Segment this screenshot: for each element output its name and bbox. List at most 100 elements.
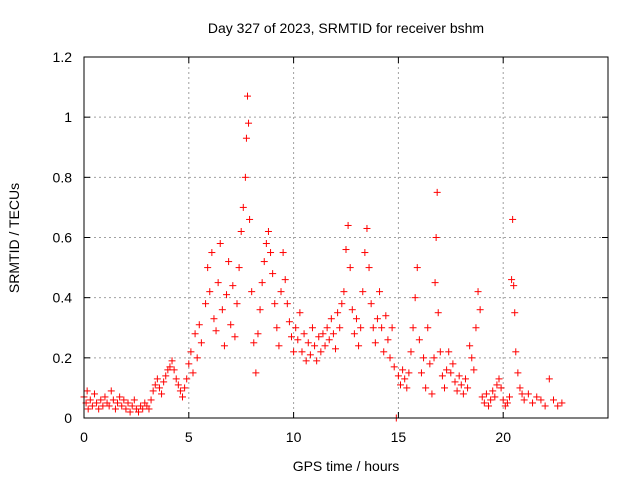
data-point — [491, 393, 499, 401]
data-point — [254, 330, 262, 338]
data-point — [541, 402, 549, 410]
data-point — [88, 402, 96, 410]
data-point — [424, 324, 432, 332]
data-point — [436, 348, 444, 356]
data-point — [300, 330, 308, 338]
data-point — [369, 324, 377, 332]
data-point — [197, 339, 205, 347]
chart-title: Day 327 of 2023, SRMTID for receiver bsh… — [208, 20, 484, 36]
data-point — [204, 264, 212, 272]
data-point — [262, 240, 270, 248]
data-point — [409, 324, 417, 332]
data-point — [99, 402, 107, 410]
y-tick-label: 0.8 — [53, 169, 73, 185]
data-point — [401, 375, 409, 383]
data-point — [384, 336, 392, 344]
data-point — [493, 381, 501, 389]
data-point — [336, 324, 344, 332]
data-point — [223, 291, 231, 299]
data-point — [371, 339, 379, 347]
data-point — [495, 375, 503, 383]
y-tick-label: 0.6 — [53, 230, 73, 246]
data-point — [155, 384, 163, 392]
data-point — [533, 393, 541, 401]
data-point — [120, 396, 128, 404]
data-point — [245, 119, 253, 127]
data-point — [283, 300, 291, 308]
data-point — [210, 315, 218, 323]
data-point — [510, 282, 518, 290]
data-point — [457, 381, 465, 389]
data-point — [153, 375, 161, 383]
data-point — [505, 393, 513, 401]
data-point — [332, 345, 340, 353]
data-point — [292, 324, 300, 332]
data-point — [290, 348, 298, 356]
data-point — [455, 372, 463, 380]
data-point — [396, 381, 404, 389]
data-point — [390, 363, 398, 371]
data-point — [509, 215, 517, 223]
axis-ticks: 0 0.2 0.4 0.6 0.8 1 1.2 0 5 10 15 20 — [53, 49, 608, 445]
data-point — [342, 246, 350, 254]
data-point — [252, 369, 260, 377]
data-point — [105, 402, 113, 410]
data-point — [151, 381, 159, 389]
data-point — [233, 300, 241, 308]
data-point — [497, 384, 505, 392]
data-point — [277, 288, 285, 296]
data-point — [350, 330, 358, 338]
data-point — [537, 396, 545, 404]
data-point — [355, 342, 363, 350]
data-point — [445, 348, 453, 356]
data-point — [447, 369, 455, 377]
data-point — [90, 390, 98, 398]
data-point — [273, 324, 281, 332]
data-point — [250, 339, 258, 347]
data-point — [285, 318, 293, 326]
data-point — [206, 288, 214, 296]
data-point — [281, 276, 289, 284]
data-point — [147, 396, 155, 404]
data-point — [466, 342, 474, 350]
data-point — [434, 309, 442, 317]
data-point — [325, 336, 333, 344]
data-point — [179, 393, 187, 401]
data-point — [279, 249, 287, 257]
data-point — [162, 372, 170, 380]
data-point — [518, 390, 526, 398]
data-point — [558, 399, 566, 407]
data-point — [93, 399, 101, 407]
data-point — [176, 387, 184, 395]
data-point — [172, 375, 180, 383]
data-point — [407, 348, 415, 356]
data-point — [334, 309, 342, 317]
data-point — [214, 279, 222, 287]
data-point — [443, 366, 451, 374]
data-point — [267, 249, 275, 257]
data-point — [83, 387, 91, 395]
data-point — [405, 369, 413, 377]
data-point — [97, 396, 105, 404]
data-point — [453, 387, 461, 395]
data-point — [308, 324, 316, 332]
data-point — [438, 372, 446, 380]
data-point — [472, 324, 480, 332]
data-point — [302, 357, 310, 365]
data-point — [430, 354, 438, 362]
data-point — [313, 357, 321, 365]
y-tick-label: 0.4 — [53, 290, 73, 306]
data-point — [189, 369, 197, 377]
data-point — [451, 378, 459, 386]
data-point — [476, 306, 484, 314]
data-point — [482, 390, 490, 398]
data-point — [107, 387, 115, 395]
data-point — [191, 330, 199, 338]
data-points — [80, 92, 566, 422]
data-point — [508, 276, 516, 284]
data-point — [373, 315, 381, 323]
data-point — [187, 348, 195, 356]
y-tick-label: 1.2 — [53, 49, 73, 65]
data-point — [246, 215, 254, 223]
data-point — [464, 384, 472, 392]
